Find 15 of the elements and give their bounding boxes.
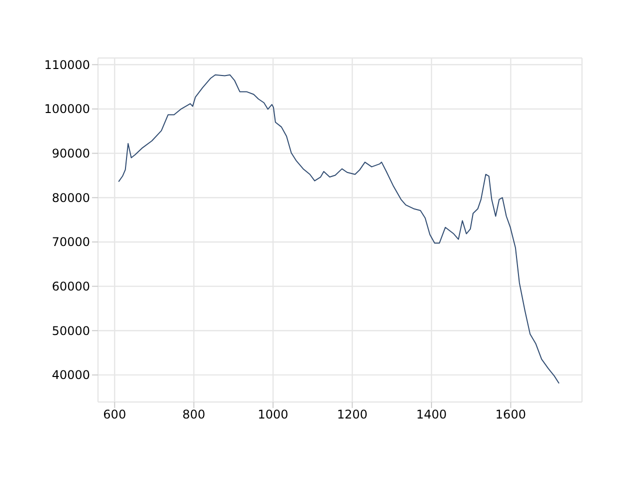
y-tick-label: 80000 <box>52 190 90 205</box>
line-series <box>118 74 560 384</box>
y-tick-label: 100000 <box>44 102 90 116</box>
y-tick-label: 70000 <box>52 235 90 250</box>
x-tick-label: 1600 <box>495 408 526 422</box>
y-tick-label: 50000 <box>52 324 90 338</box>
y-tick-label: 40000 <box>52 368 90 382</box>
y-tick-label: 60000 <box>52 280 90 294</box>
x-tick-label: 1000 <box>258 408 288 422</box>
y-tick-label: 110000 <box>44 58 90 72</box>
x-tick-label: 1400 <box>416 408 447 422</box>
x-tick-label: 600 <box>103 408 126 422</box>
x-tick-label: 800 <box>182 408 206 422</box>
x-tick-label: 1200 <box>337 408 368 422</box>
y-tick-label: 90000 <box>52 146 90 161</box>
